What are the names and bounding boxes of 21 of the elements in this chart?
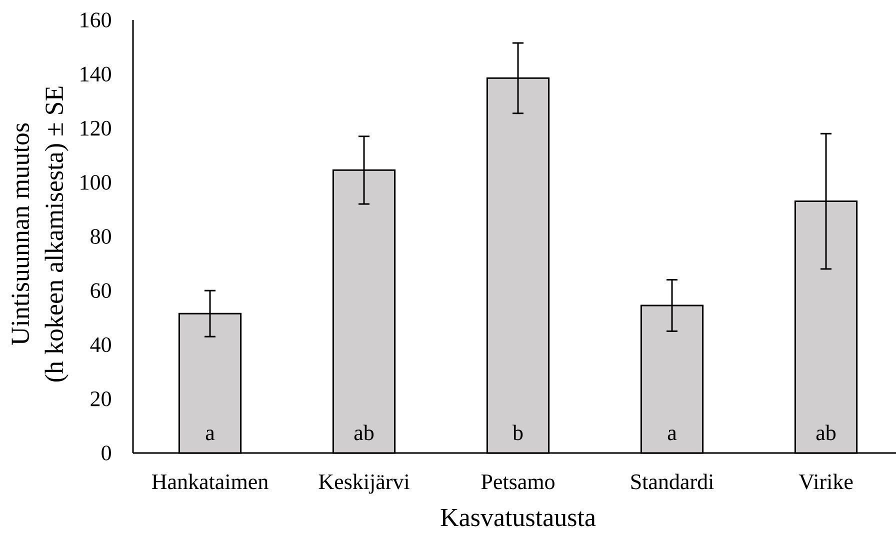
y-tick-label: 80 xyxy=(90,229,111,244)
y-tick-label: 100 xyxy=(80,174,111,190)
x-tick-label: Keskijärvi xyxy=(318,474,410,494)
x-tick-label: Virike xyxy=(798,474,853,490)
y-tick-label: 140 xyxy=(80,66,111,82)
y-tick-label: 120 xyxy=(80,120,111,136)
y-tick-label: 20 xyxy=(90,391,111,406)
y-tick-label: 60 xyxy=(90,283,111,298)
annotation: ab xyxy=(354,424,374,440)
annotation: b xyxy=(512,424,523,440)
annotation: ab xyxy=(816,424,836,440)
x-tick-label: Petsamo xyxy=(481,474,554,490)
y-tick-label: 160 xyxy=(80,12,111,28)
x-axis-title: Kasvatustausta xyxy=(440,508,596,526)
y-axis-title: Uintisuunnan muutos (h kokeen alkamisesta) ± SE xyxy=(12,86,68,382)
annotation: a xyxy=(668,430,677,440)
x-tick-label: Standardi xyxy=(631,474,714,490)
annotation: a xyxy=(206,430,215,440)
y-tick-label: 0 xyxy=(102,446,111,460)
x-tick-label: Hankataimen xyxy=(152,474,268,490)
y-tick-label: 40 xyxy=(90,337,111,352)
